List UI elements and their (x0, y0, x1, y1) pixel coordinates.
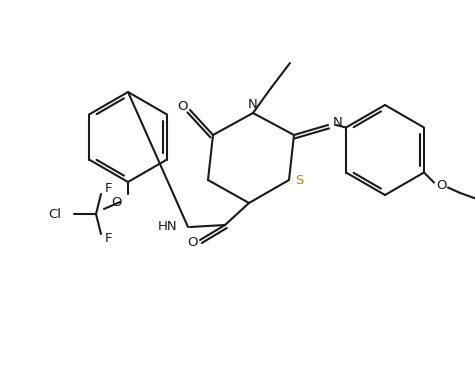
Text: O: O (177, 100, 187, 114)
Text: S: S (295, 173, 303, 187)
Text: F: F (105, 182, 113, 196)
Text: N: N (333, 115, 343, 128)
Text: HN: HN (157, 220, 177, 234)
Text: O: O (437, 179, 447, 192)
Text: F: F (105, 233, 113, 246)
Text: N: N (248, 97, 258, 111)
Text: O: O (187, 237, 197, 250)
Text: Cl: Cl (48, 207, 61, 220)
Text: O: O (111, 196, 121, 208)
